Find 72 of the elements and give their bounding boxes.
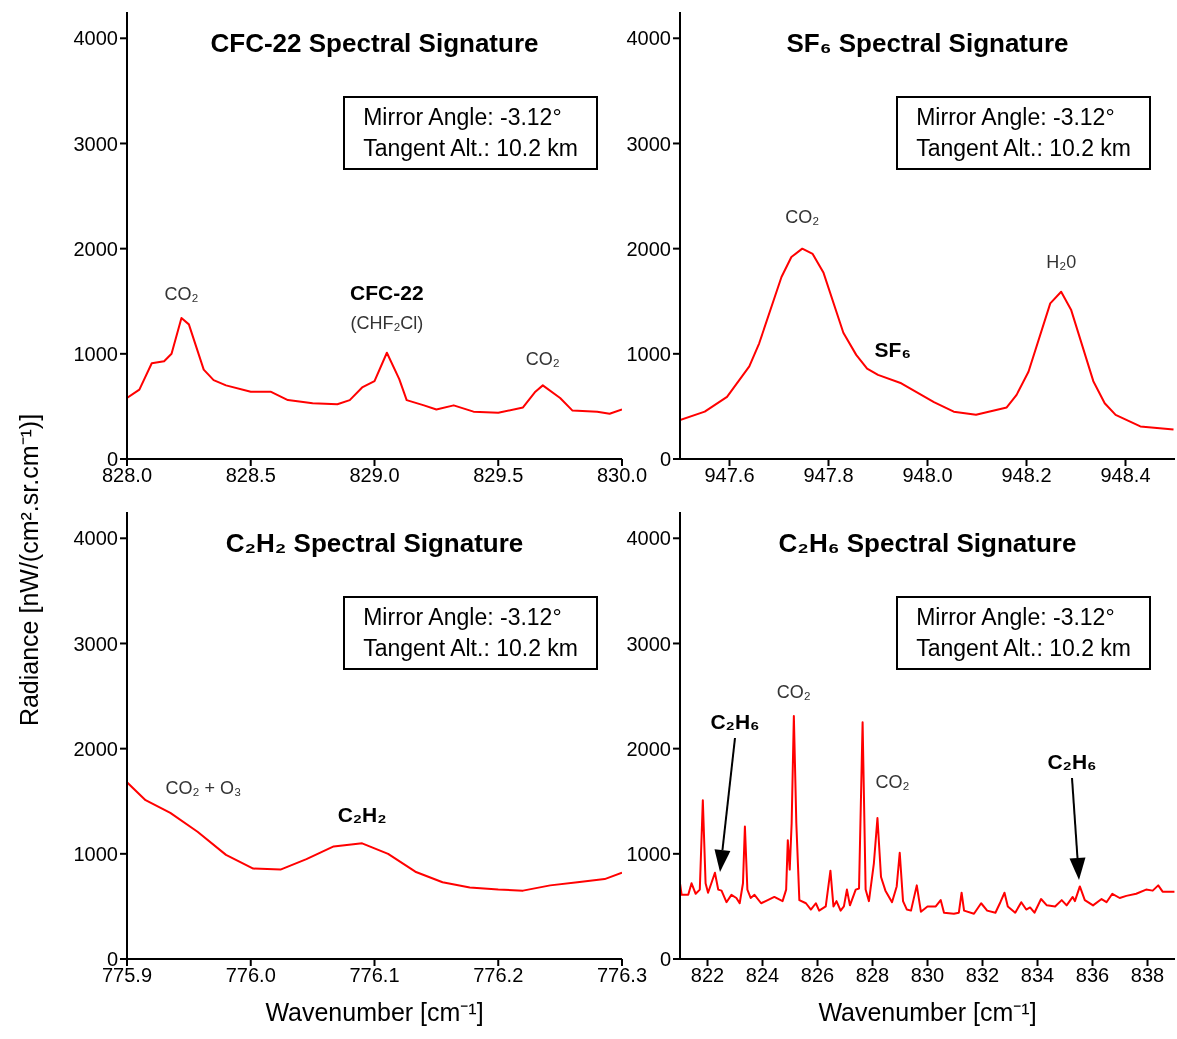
- x-tick-label: 776.0: [225, 964, 276, 987]
- x-tick-label: 828.5: [225, 464, 276, 487]
- line-series: [680, 247, 1175, 431]
- annotation: C₂H₆: [1047, 750, 1097, 774]
- x-axis-title: Wavenumber [cm⁻¹]: [818, 998, 1037, 1026]
- x-tick-label: 822: [690, 964, 725, 987]
- x-tick-label: 834: [1020, 964, 1055, 987]
- annotation: Mirror Angle: -3.12°: [916, 103, 1116, 132]
- y-tick-label: 4000: [73, 527, 118, 550]
- y-tick-label: 0: [659, 948, 671, 971]
- x-tick-label: 830.0: [596, 464, 648, 487]
- annotation: (CHF₂Cl): [350, 312, 424, 334]
- y-tick-label: 2000: [626, 737, 671, 760]
- y-tick-label: 4000: [626, 27, 671, 50]
- annotation: CO₂: [164, 283, 199, 305]
- y-tick-label: 2000: [73, 237, 118, 260]
- annotation: CO₂: [776, 681, 811, 703]
- y-tick-label: 2000: [73, 737, 118, 760]
- line-series: [127, 781, 622, 892]
- annotation: H₂0: [1046, 251, 1077, 273]
- x-tick-label: 776.2: [473, 964, 524, 987]
- y-tick-label: 2000: [626, 237, 671, 260]
- annotation: CO₂: [525, 348, 560, 370]
- annotation: SF₆: [874, 338, 911, 363]
- y-tick-label: 1000: [626, 342, 671, 365]
- annotation: CO₂ + O₃: [165, 777, 242, 799]
- x-tick-label: 947.6: [704, 464, 755, 487]
- annotation: Mirror Angle: -3.12°: [363, 603, 563, 632]
- x-tick-label: 836: [1075, 964, 1110, 987]
- annotation: Mirror Angle: -3.12°: [363, 103, 563, 132]
- x-tick-label: 947.8: [803, 464, 854, 487]
- annotation: CFC-22: [350, 280, 424, 305]
- annotation: C₂H₆: [710, 710, 760, 734]
- x-tick-label: 948.4: [1100, 464, 1151, 487]
- annotation: C₂H₂: [337, 803, 387, 828]
- annotation: Tangent Alt.: 10.2 km: [363, 134, 578, 163]
- x-tick-label: 824: [745, 964, 780, 987]
- x-tick-label: 832: [965, 964, 1000, 987]
- annotation: Tangent Alt.: 10.2 km: [916, 634, 1131, 663]
- y-tick-label: 0: [659, 448, 671, 471]
- annotation: CO₂: [785, 206, 820, 228]
- x-tick-label: 776.1: [349, 964, 400, 987]
- x-axis-title: Wavenumber [cm⁻¹]: [265, 998, 484, 1026]
- annotation: Mirror Angle: -3.12°: [916, 603, 1116, 632]
- y-tick-label: 1000: [73, 842, 118, 865]
- annotation: Tangent Alt.: 10.2 km: [916, 134, 1131, 163]
- x-tick-label: 948.2: [1001, 464, 1052, 487]
- x-tick-label: 948.0: [902, 464, 953, 487]
- y-tick-label: 3000: [73, 132, 118, 155]
- y-tick-label: 3000: [626, 632, 671, 655]
- y-tick-label: 1000: [73, 342, 118, 365]
- x-tick-label: 830: [910, 964, 945, 987]
- x-tick-label: 826: [800, 964, 835, 987]
- x-tick-label: 828: [855, 964, 890, 987]
- text: SF₆ Spectral Signature: [785, 28, 1070, 59]
- text: CFC-22 Spectral Signature: [209, 28, 540, 59]
- line-series: [680, 715, 1175, 915]
- x-tick-label: 838: [1130, 964, 1165, 987]
- annotation: Tangent Alt.: 10.2 km: [363, 634, 578, 663]
- text: C₂H₂ Spectral Signature: [224, 528, 525, 559]
- y-tick-label: 3000: [626, 132, 671, 155]
- y-tick-label: 4000: [73, 27, 118, 50]
- y-axis-title: Radiance [nW/(cm².sr.cm⁻¹)]: [14, 413, 44, 727]
- annotation: CO₂: [875, 771, 910, 793]
- x-tick-label: 829.5: [473, 464, 524, 487]
- x-tick-label: 829.0: [349, 464, 400, 487]
- y-tick-label: 4000: [626, 527, 671, 550]
- y-tick-label: 1000: [626, 842, 671, 865]
- x-tick-label: 776.3: [596, 964, 648, 987]
- y-tick-label: 3000: [73, 632, 118, 655]
- text: C₂H₆ Spectral Signature: [777, 528, 1078, 559]
- line-series: [127, 317, 622, 415]
